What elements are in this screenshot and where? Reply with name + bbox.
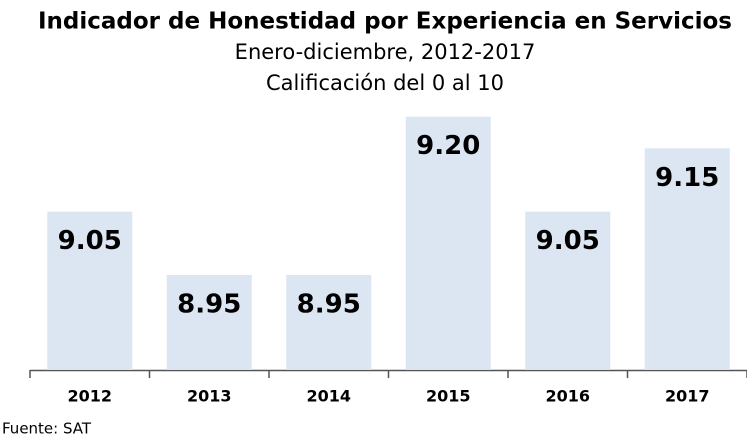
x-tick-label: 2016 <box>545 387 590 406</box>
data-label: 9.05 <box>58 226 122 256</box>
bar <box>644 148 730 370</box>
x-tick-label: 2017 <box>665 387 710 406</box>
x-tick-label: 2014 <box>306 387 351 406</box>
x-tick-label: 2013 <box>187 387 232 406</box>
bar <box>166 275 252 370</box>
chart-title: Indicador de Honestidad por Experiencia … <box>38 9 732 35</box>
bar <box>47 211 133 370</box>
bar <box>286 275 372 370</box>
source-note: Fuente: SAT <box>2 420 92 438</box>
bar <box>525 211 611 370</box>
data-label: 9.05 <box>536 226 600 256</box>
data-label: 8.95 <box>297 290 361 320</box>
data-label: 8.95 <box>177 290 241 320</box>
bar <box>405 116 491 371</box>
data-label: 9.20 <box>416 131 480 161</box>
x-tick-label: 2012 <box>67 387 112 406</box>
x-tick-label: 2015 <box>426 387 471 406</box>
chart-subtitle: Enero-diciembre, 2012-2017 <box>235 40 536 64</box>
data-label: 9.15 <box>655 163 719 193</box>
chart-subtitle: Calificación del 0 al 10 <box>266 71 504 95</box>
